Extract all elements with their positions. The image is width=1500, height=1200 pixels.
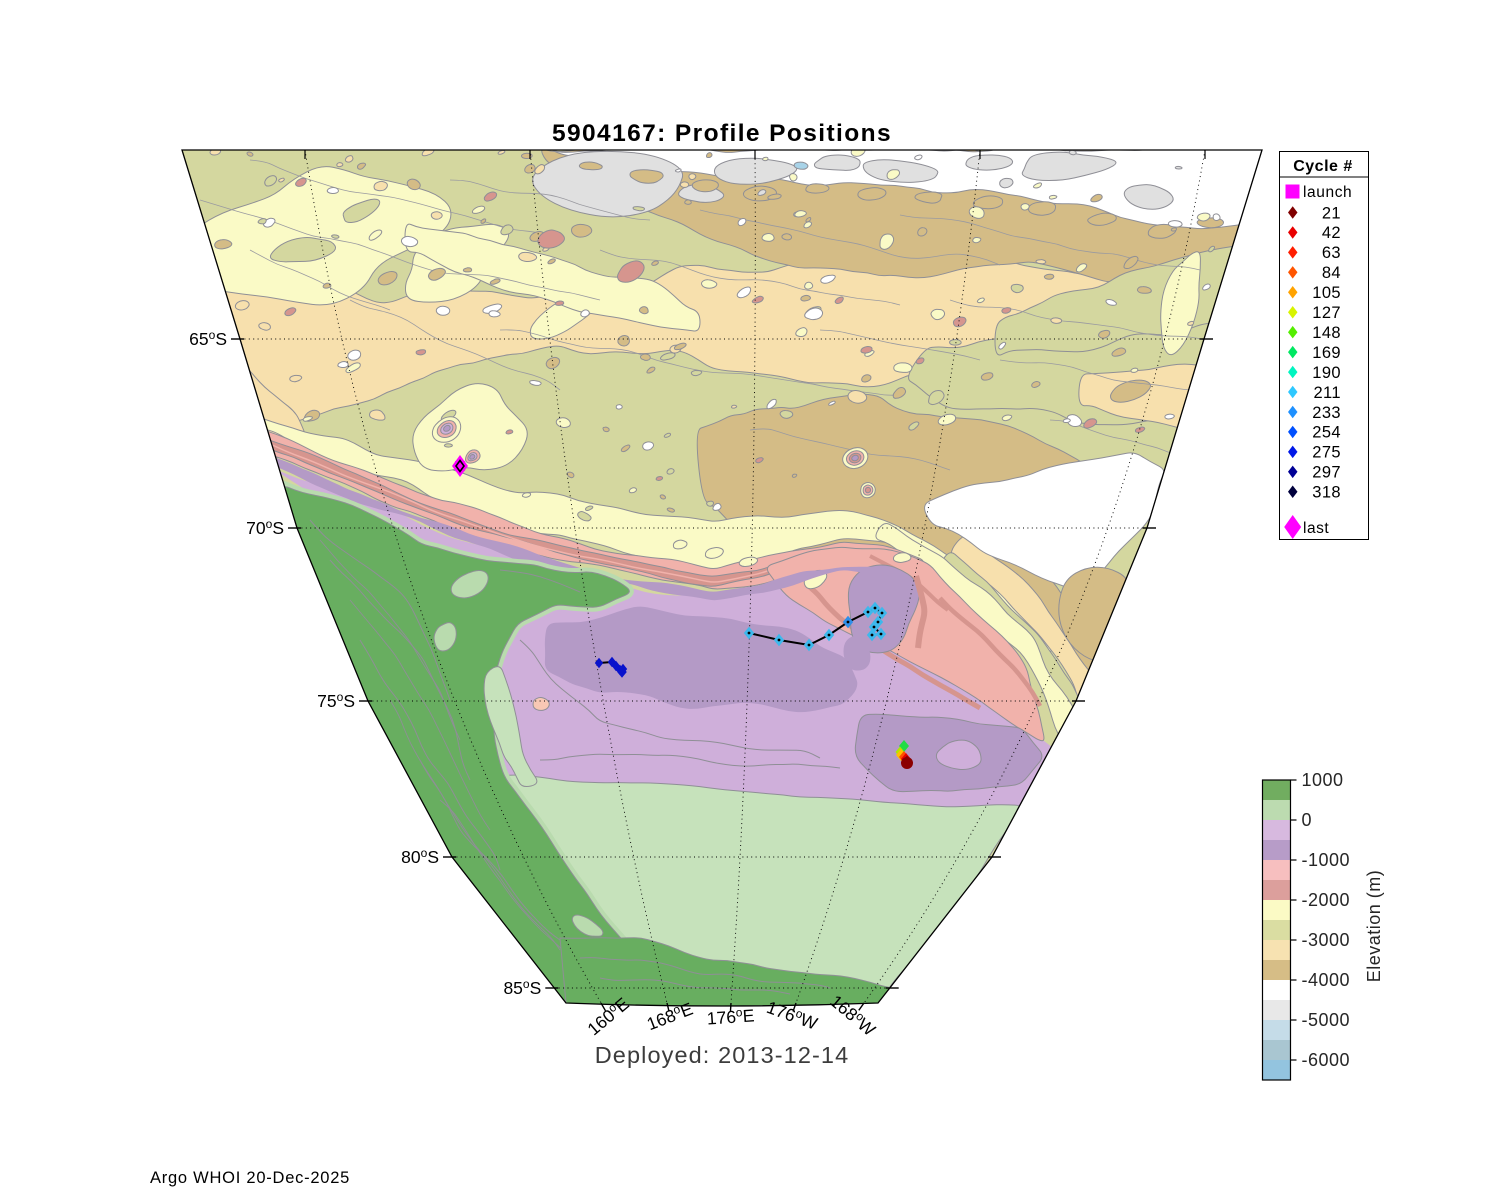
svg-text:318: 318 [1312, 484, 1341, 502]
svg-text:21: 21 [1322, 204, 1341, 222]
svg-text:-2000: -2000 [1302, 890, 1351, 910]
svg-text:63: 63 [1322, 244, 1341, 262]
svg-text:0: 0 [1302, 810, 1313, 830]
svg-text:-6000: -6000 [1302, 1050, 1351, 1070]
svg-text:launch: launch [1303, 184, 1352, 201]
svg-text:233: 233 [1312, 404, 1341, 422]
svg-text:1000: 1000 [1302, 770, 1344, 790]
svg-text:80oS: 80oS [401, 846, 439, 867]
svg-text:Cycle #: Cycle # [1293, 158, 1353, 175]
svg-text:Deployed: 2013-12-14: Deployed: 2013-12-14 [595, 1042, 850, 1068]
svg-text:last: last [1303, 520, 1329, 537]
svg-text:-5000: -5000 [1302, 1010, 1351, 1030]
svg-text:-1000: -1000 [1302, 850, 1351, 870]
svg-text:275: 275 [1312, 444, 1341, 462]
svg-text:148: 148 [1312, 324, 1341, 342]
svg-text:-3000: -3000 [1302, 930, 1351, 950]
svg-text:42: 42 [1322, 224, 1341, 242]
svg-text:65oS: 65oS [189, 328, 227, 349]
svg-text:190: 190 [1312, 364, 1341, 382]
svg-text:176oE: 176oE [706, 1004, 755, 1028]
svg-text:85oS: 85oS [503, 977, 541, 998]
svg-text:Argo WHOI 20-Dec-2025: Argo WHOI 20-Dec-2025 [150, 1169, 350, 1187]
svg-text:254: 254 [1312, 424, 1341, 442]
svg-text:297: 297 [1312, 464, 1341, 482]
svg-text:127: 127 [1312, 304, 1341, 322]
svg-text:70oS: 70oS [246, 517, 284, 538]
svg-text:84: 84 [1322, 264, 1341, 282]
svg-text:5904167: Profile Positions: 5904167: Profile Positions [552, 120, 892, 147]
svg-text:75oS: 75oS [317, 690, 355, 711]
svg-text:Elevation (m): Elevation (m) [1364, 870, 1384, 983]
svg-text:211: 211 [1313, 384, 1341, 402]
svg-text:-4000: -4000 [1302, 970, 1351, 990]
svg-text:105: 105 [1312, 284, 1341, 302]
svg-text:169: 169 [1312, 344, 1341, 362]
